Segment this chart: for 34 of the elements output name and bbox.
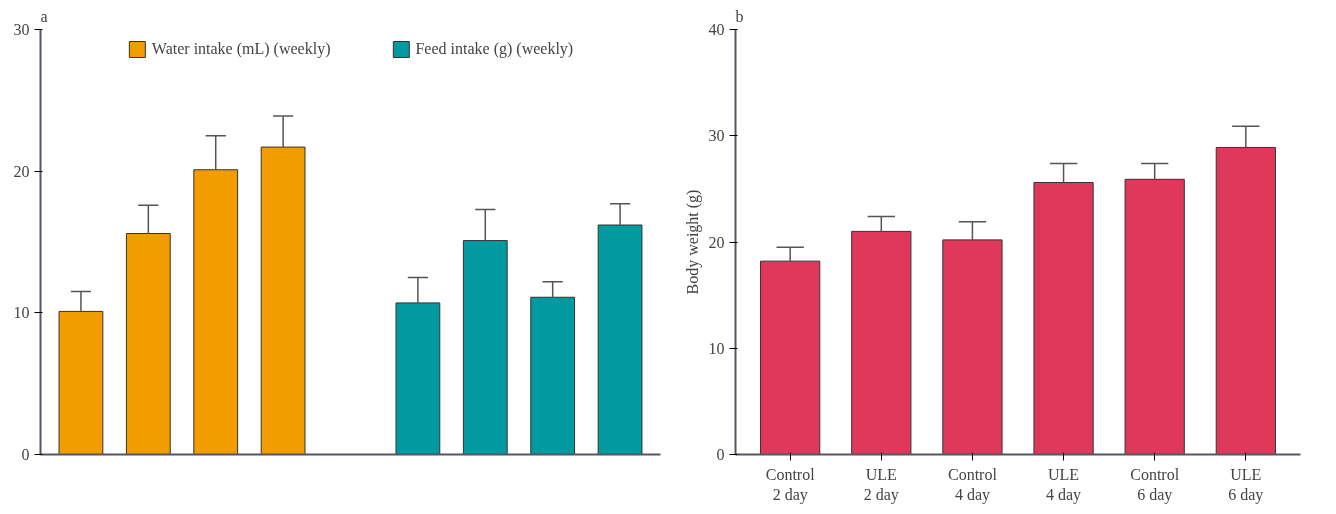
bar <box>260 146 306 455</box>
bar <box>125 233 171 455</box>
x-tick-label: Control 6 day <box>1130 465 1180 504</box>
x-tick-label: ULE 6 day <box>1228 465 1264 504</box>
legend-label: Water intake (mL) (weekly) <box>151 40 331 58</box>
chart-title: a <box>40 7 48 25</box>
y-tick-label: 30 <box>13 21 30 38</box>
x-tick-label: Control 4 day <box>947 465 998 504</box>
y-tick-label: 10 <box>708 339 725 357</box>
y-tick-label: 20 <box>708 233 725 251</box>
bar <box>462 240 508 455</box>
y-tick-label: 0 <box>716 446 725 463</box>
y-tick-label: 20 <box>13 162 30 180</box>
legend-label: Feed intake (g) (weekly) <box>415 40 574 58</box>
bar <box>851 230 912 455</box>
y-tick-label: 40 <box>708 21 725 38</box>
bar <box>58 310 104 455</box>
bar <box>395 302 441 455</box>
y-tick-label: 0 <box>21 446 30 463</box>
bar <box>1215 146 1276 455</box>
x-tick-label: ULE 2 day <box>863 465 899 504</box>
bar <box>942 239 1003 455</box>
bar <box>193 169 239 455</box>
y-axis-title: Body weight (g) <box>683 189 702 295</box>
bar <box>597 224 643 455</box>
x-tick-label: Control 2 day <box>765 465 816 504</box>
bar <box>530 296 576 455</box>
x-tick-label: ULE 4 day <box>1046 465 1082 504</box>
bar <box>1033 182 1094 455</box>
bar <box>760 260 821 455</box>
chart-title: b <box>735 7 744 25</box>
y-tick-label: 30 <box>708 127 725 145</box>
bar <box>1124 178 1185 455</box>
y-tick-label: 10 <box>13 304 30 322</box>
